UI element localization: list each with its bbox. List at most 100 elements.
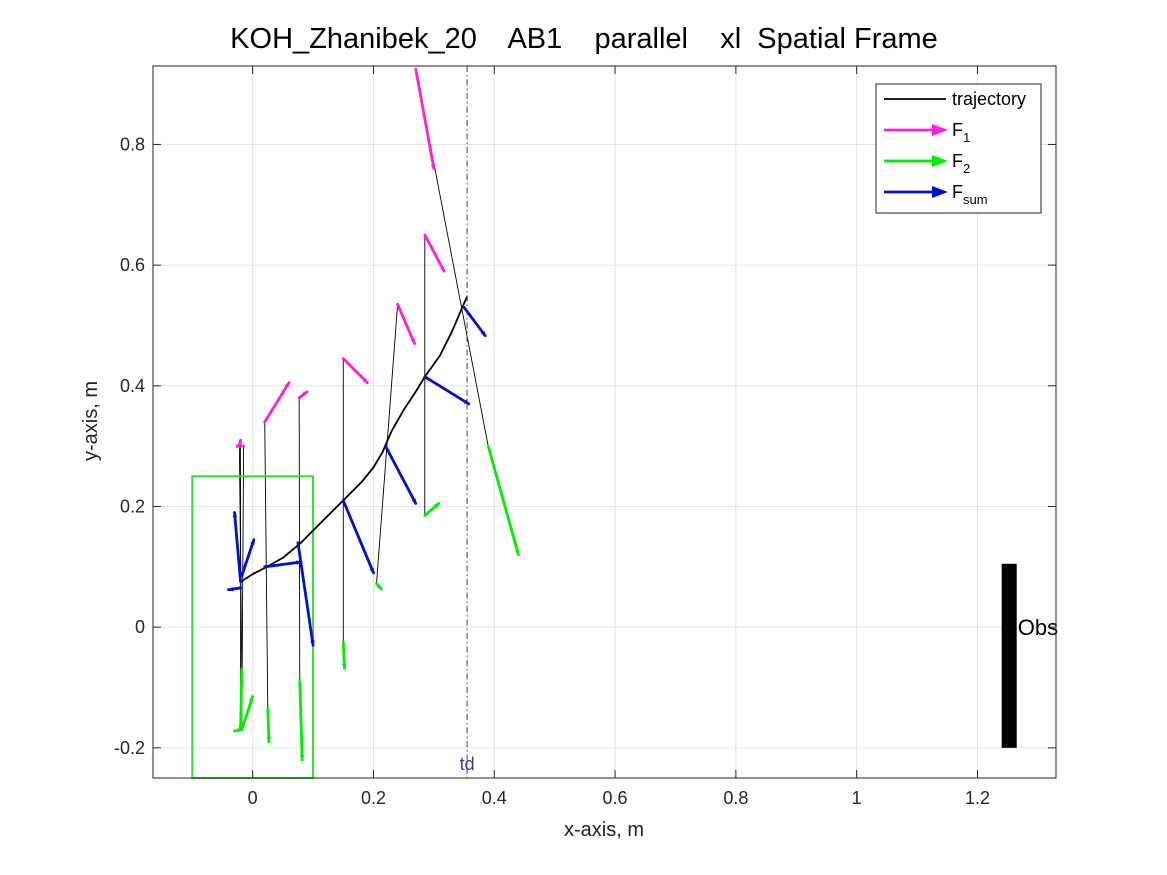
- x-axis-label: x-axis, m: [564, 819, 644, 841]
- f1-arrow: [263, 381, 291, 424]
- obstacle-bar: [1001, 563, 1017, 748]
- fsum-arrow: [227, 586, 242, 592]
- fsum-arrow: [423, 375, 471, 406]
- fsum-arrow: [232, 511, 242, 584]
- f2-arrow: [233, 727, 242, 733]
- fsum-arrow-shaft: [233, 511, 242, 584]
- f2-arrow: [375, 582, 383, 591]
- fsum-arrow-shaft: [462, 305, 487, 338]
- legend-arrowhead-F2: [932, 155, 948, 167]
- fsum-arrow: [240, 538, 256, 578]
- f1-arrow-shaft: [423, 233, 446, 273]
- f1-arrow-head: [239, 443, 244, 449]
- f2-arrow-head: [341, 663, 347, 669]
- fsum-arrow: [384, 444, 418, 505]
- force-connector-line: [376, 304, 399, 584]
- f1-arrow-head: [430, 163, 436, 169]
- f2-arrow-head: [234, 727, 240, 733]
- axes: 0 0.2 0.4 0.6 0.8 1 1.2 -0.2 0 0.2 0.4 0.6 0.8: [114, 65, 1057, 808]
- f2-arrow: [240, 695, 255, 732]
- f1-arrow-head: [237, 440, 243, 445]
- x-tick-label: 0.2: [361, 788, 386, 808]
- x-tick-label: 1: [852, 788, 862, 808]
- f2-arrow-shaft: [486, 444, 520, 557]
- y-tick-label: 0.4: [120, 376, 145, 396]
- f2-arrow-shaft: [298, 680, 304, 762]
- trajectory-line: [240, 296, 468, 583]
- f1-arrow-head: [302, 391, 308, 397]
- f2-arrow-head: [249, 696, 254, 702]
- f2-arrow-head: [514, 549, 520, 555]
- f1-arrow-shaft: [341, 357, 369, 385]
- fsum-arrow-head: [310, 640, 315, 646]
- y-tick-label: 0: [135, 617, 145, 637]
- f1-arrow: [423, 233, 446, 273]
- f2-arrow: [486, 444, 520, 557]
- fsum-arrow-shaft: [423, 375, 471, 406]
- f2-arrow-shaft: [239, 667, 244, 732]
- fsum-arrow-head: [232, 512, 238, 518]
- axes-box: [152, 65, 1057, 779]
- f2-arrow-shaft: [240, 695, 255, 732]
- fsum-arrow-head: [369, 567, 374, 573]
- f2-arrow-head: [433, 503, 439, 509]
- x-tick-label: 0.6: [603, 788, 628, 808]
- fsum-arrow-head: [463, 399, 469, 404]
- fsum-arrow-head: [250, 539, 255, 545]
- f2-arrow: [266, 707, 272, 744]
- f2-arrow: [341, 640, 347, 670]
- fsum-arrow: [341, 499, 375, 575]
- f2-arrow-head: [299, 755, 305, 760]
- fsum-arrow-shaft: [384, 444, 418, 505]
- x-tick-label: 1.2: [965, 788, 990, 808]
- td-label: td: [460, 754, 475, 774]
- f1-arrow: [396, 302, 416, 345]
- y-tick-label: 0.2: [120, 496, 145, 516]
- f2-arrow-shaft: [266, 707, 271, 744]
- f1-arrow-shaft: [396, 302, 416, 345]
- y-tick-label: 0.6: [120, 255, 145, 275]
- force-connector-line: [298, 397, 301, 682]
- f1-arrow-head: [284, 382, 289, 388]
- legend-label-subscript: sum: [963, 192, 988, 207]
- f1-arrow-shaft: [263, 381, 291, 424]
- f2-arrow-head: [376, 584, 382, 590]
- f2-arrow-head: [266, 737, 272, 742]
- f1-arrow: [297, 390, 309, 400]
- f1-arrow-shaft: [414, 67, 436, 170]
- f1-arrow: [341, 357, 369, 385]
- legend-label-subscript: 2: [963, 161, 970, 176]
- y-tick-label: 0.8: [120, 134, 145, 154]
- legend-arrowhead-F1: [932, 124, 948, 136]
- fsum-arrow-head: [480, 330, 486, 336]
- legend-label-subscript: 1: [963, 130, 970, 145]
- y-tick-label: -0.2: [114, 738, 145, 758]
- fsum-arrow-head: [228, 586, 234, 592]
- f2-arrow: [298, 680, 305, 762]
- fsum-arrow-head: [411, 498, 416, 504]
- fsum-arrow: [462, 305, 487, 338]
- fsum-arrow: [263, 560, 303, 569]
- fsum-arrow-shaft: [240, 538, 256, 578]
- x-tick-label: 0.4: [482, 788, 507, 808]
- f1-arrow-head: [410, 338, 416, 344]
- f2-arrow: [423, 502, 441, 517]
- f1-arrow-head: [362, 377, 368, 383]
- fsum-arrow: [296, 541, 315, 647]
- x-tick-label: 0.8: [723, 788, 748, 808]
- fsum-arrow-head: [296, 560, 301, 565]
- x-tick-label: 0: [248, 788, 258, 808]
- f1-arrow: [239, 443, 246, 449]
- f1-arrow: [414, 67, 436, 170]
- fsum-arrow-shaft: [263, 560, 303, 569]
- legend-arrowhead-Fsum: [932, 186, 948, 198]
- y-axis-label: y-axis, m: [80, 381, 102, 461]
- f1-arrow-head: [236, 443, 241, 449]
- chart-title: KOH_Zhanibek_20 AB1 parallel xl Spatial …: [230, 23, 938, 55]
- fsum-arrow-shaft: [341, 499, 375, 575]
- legend-label-trajectory: trajectory: [952, 89, 1026, 109]
- fsum-arrow-shaft: [296, 541, 315, 647]
- f1-arrow-head: [439, 266, 445, 272]
